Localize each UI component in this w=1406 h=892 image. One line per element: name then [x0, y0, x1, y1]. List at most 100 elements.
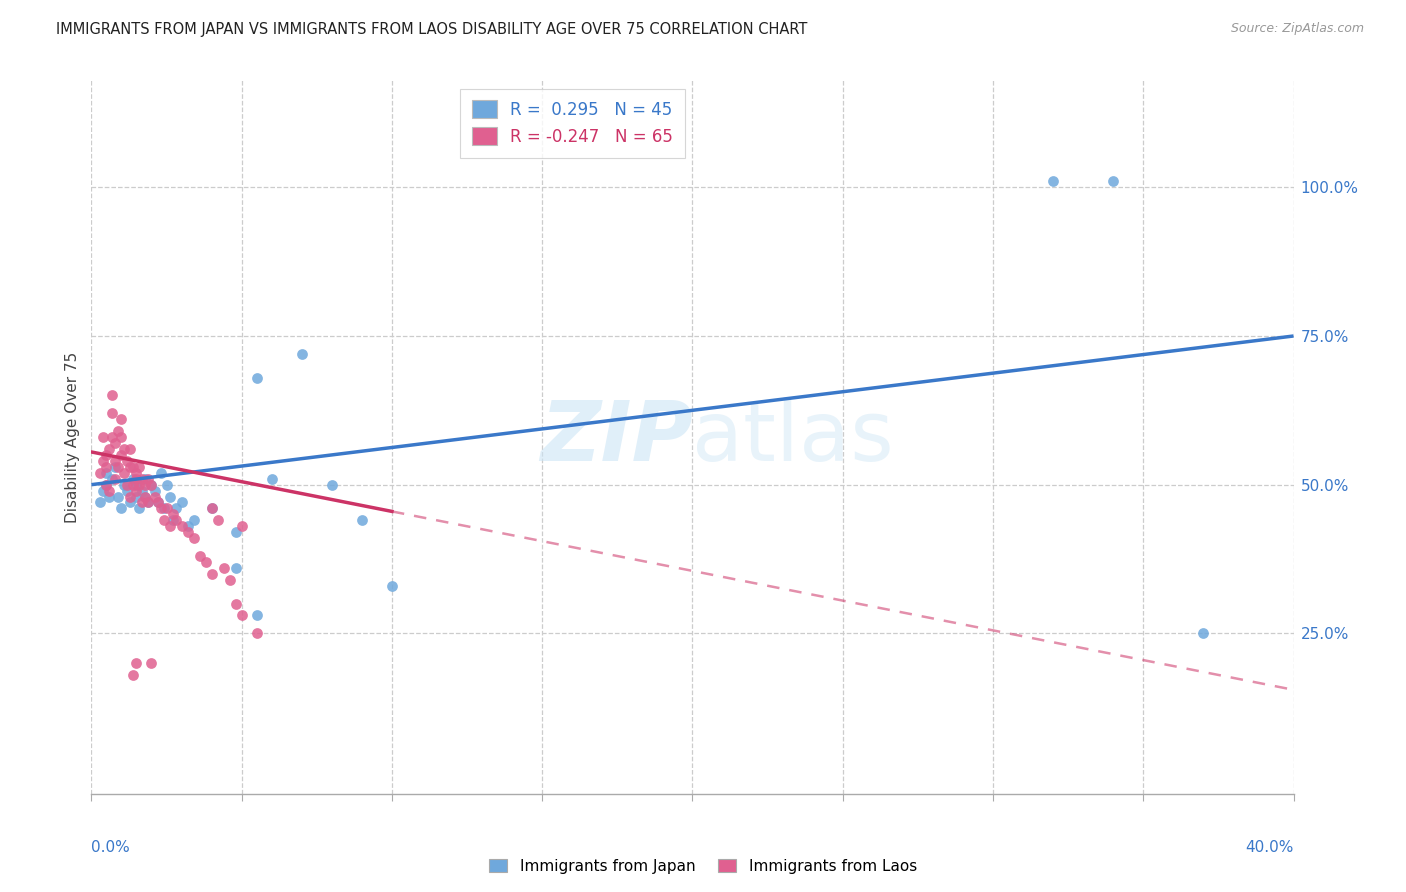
Point	[93, 454, 115, 468]
Point	[110, 448, 132, 462]
Point	[107, 490, 129, 504]
Point	[96, 477, 118, 491]
Point	[120, 442, 142, 456]
Point	[120, 490, 142, 504]
Point	[138, 472, 160, 486]
Point	[134, 477, 156, 491]
Point	[125, 477, 148, 491]
Point	[104, 459, 127, 474]
Point	[122, 668, 145, 682]
Point	[98, 490, 121, 504]
Point	[120, 459, 142, 474]
Point	[138, 495, 160, 509]
Point	[117, 483, 139, 498]
Point	[201, 566, 224, 581]
Point	[107, 459, 129, 474]
Point	[98, 442, 121, 456]
Point	[114, 477, 136, 491]
Point	[110, 501, 132, 516]
Point	[381, 579, 404, 593]
Point	[122, 477, 145, 491]
Point	[101, 430, 124, 444]
Point	[141, 656, 163, 670]
Point	[125, 656, 148, 670]
Point	[117, 477, 139, 491]
Legend: R =  0.295   N = 45, R = -0.247   N = 65: R = 0.295 N = 45, R = -0.247 N = 65	[460, 88, 685, 158]
Text: 0.0%: 0.0%	[91, 840, 131, 855]
Point	[131, 495, 153, 509]
Point	[96, 477, 118, 491]
Point	[104, 454, 127, 468]
Point	[170, 495, 193, 509]
Point	[96, 466, 118, 480]
Point	[207, 513, 229, 527]
Point	[201, 501, 224, 516]
Point	[149, 466, 172, 480]
Text: 40.0%: 40.0%	[1246, 840, 1294, 855]
Point	[89, 495, 111, 509]
Point	[212, 561, 235, 575]
Point	[96, 448, 118, 462]
Point	[122, 472, 145, 486]
Point	[117, 454, 139, 468]
Point	[104, 472, 127, 486]
Point	[89, 466, 111, 480]
Point	[170, 519, 193, 533]
Point	[159, 490, 181, 504]
Point	[134, 472, 156, 486]
Point	[291, 347, 314, 361]
Point	[225, 525, 247, 540]
Point	[107, 424, 129, 438]
Point	[225, 561, 247, 575]
Point	[131, 472, 153, 486]
Point	[1192, 626, 1215, 640]
Point	[1042, 174, 1064, 188]
Point	[128, 501, 150, 516]
Point	[101, 406, 124, 420]
Point	[149, 501, 172, 516]
Point	[128, 477, 150, 491]
Point	[138, 495, 160, 509]
Point	[125, 490, 148, 504]
Point	[125, 466, 148, 480]
Point	[141, 477, 163, 491]
Point	[350, 513, 373, 527]
Point	[152, 501, 174, 516]
Point	[128, 459, 150, 474]
Point	[194, 555, 217, 569]
Point	[162, 508, 184, 522]
Point	[125, 472, 148, 486]
Y-axis label: Disability Age Over 75: Disability Age Over 75	[65, 351, 80, 523]
Point	[134, 490, 156, 504]
Text: atlas: atlas	[692, 397, 894, 477]
Point	[218, 573, 240, 587]
Point	[165, 513, 187, 527]
Point	[225, 597, 247, 611]
Point	[201, 501, 224, 516]
Legend: Immigrants from Japan, Immigrants from Laos: Immigrants from Japan, Immigrants from L…	[482, 853, 924, 880]
Point	[146, 495, 169, 509]
Point	[122, 459, 145, 474]
Point	[260, 472, 283, 486]
Point	[176, 519, 198, 533]
Point	[155, 477, 177, 491]
Point	[152, 513, 174, 527]
Point	[93, 483, 115, 498]
Point	[143, 490, 166, 504]
Point	[125, 483, 148, 498]
Point	[110, 430, 132, 444]
Point	[183, 513, 205, 527]
Point	[101, 472, 124, 486]
Point	[188, 549, 211, 563]
Point	[155, 501, 177, 516]
Point	[93, 430, 115, 444]
Point	[141, 477, 163, 491]
Text: IMMIGRANTS FROM JAPAN VS IMMIGRANTS FROM LAOS DISABILITY AGE OVER 75 CORRELATION: IMMIGRANTS FROM JAPAN VS IMMIGRANTS FROM…	[56, 22, 807, 37]
Text: ZIP: ZIP	[540, 397, 692, 477]
Point	[110, 412, 132, 426]
Point	[101, 388, 124, 402]
Point	[176, 525, 198, 540]
Point	[162, 513, 184, 527]
Point	[246, 608, 269, 623]
Point	[246, 370, 269, 384]
